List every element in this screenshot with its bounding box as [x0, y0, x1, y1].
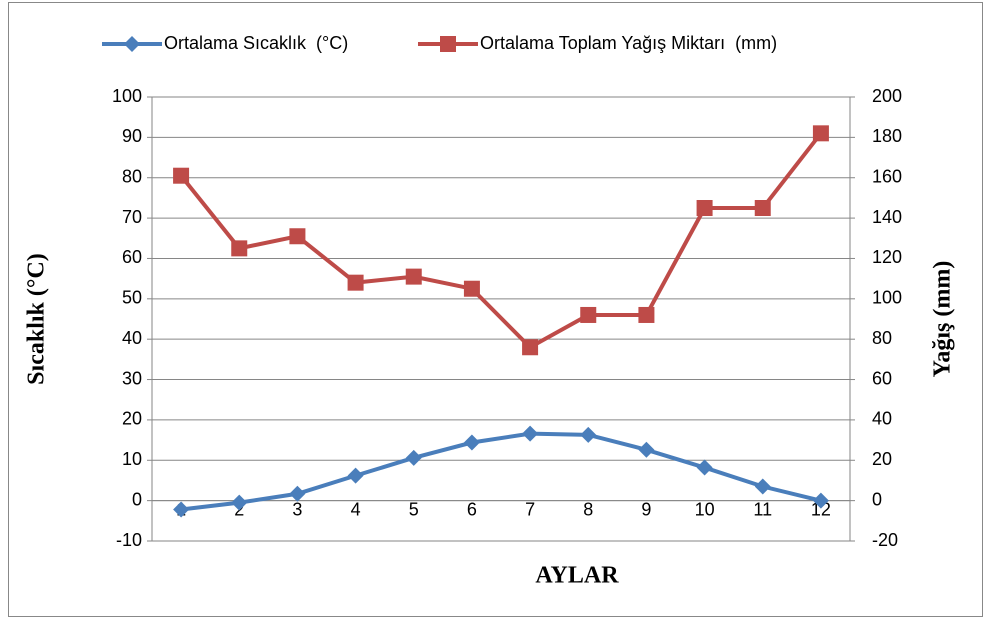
y2-axis-title: Yağış (mm) [930, 261, 956, 378]
x-tick-label: 3 [292, 499, 302, 519]
x-tick-label: 6 [467, 499, 477, 519]
marker [580, 426, 597, 443]
marker [812, 125, 829, 142]
y2-tick-label: 200 [872, 86, 902, 106]
x-tick-label: 9 [641, 499, 651, 519]
x-axis-title: AYLAR [535, 563, 619, 589]
y-tick-label: 90 [122, 126, 142, 146]
marker [463, 280, 480, 297]
y2-tick-label: -20 [872, 530, 898, 550]
marker [522, 425, 539, 442]
chart-border [8, 2, 983, 617]
x-tick-label: 8 [583, 499, 593, 519]
legend-label: Ortalama Toplam Yağış Miktarı (mm) [480, 33, 777, 53]
x-tick-label: 12 [811, 499, 831, 519]
marker [347, 274, 364, 291]
marker [638, 306, 655, 323]
y-tick-label: 70 [122, 207, 142, 227]
y-tick-label: 0 [132, 489, 142, 509]
marker [812, 492, 829, 509]
y-tick-label: 50 [122, 288, 142, 308]
x-tick-label: 7 [525, 499, 535, 519]
y-tick-label: 100 [112, 86, 142, 106]
y2-tick-label: 40 [872, 409, 892, 429]
y2-tick-label: 120 [872, 247, 902, 267]
y-tick-label: 80 [122, 166, 142, 186]
y2-tick-label: 80 [872, 328, 892, 348]
marker [522, 339, 539, 356]
marker [124, 36, 140, 52]
y2-tick-label: 180 [872, 126, 902, 146]
marker [696, 459, 713, 476]
marker [696, 200, 713, 216]
marker [231, 494, 248, 511]
series-line [180, 431, 822, 512]
y-tick-label: 40 [122, 328, 142, 348]
x-tick-label: 4 [351, 499, 361, 519]
marker [289, 228, 306, 245]
marker [231, 240, 248, 257]
marker [173, 501, 190, 518]
y-tick-label: 30 [122, 368, 142, 388]
y2-tick-label: 160 [872, 166, 902, 186]
marker [440, 36, 456, 52]
y-tick-label: 20 [122, 409, 142, 429]
y2-tick-label: 0 [872, 489, 882, 509]
y-tick-label: 10 [122, 449, 142, 469]
y2-tick-label: 20 [872, 449, 892, 469]
y2-tick-label: 100 [872, 288, 902, 308]
marker [289, 485, 306, 502]
y-tick-label: -10 [116, 530, 142, 550]
series-line [179, 132, 823, 350]
y2-tick-label: 60 [872, 368, 892, 388]
marker [173, 167, 190, 184]
marker [754, 200, 771, 216]
x-tick-label: 5 [409, 499, 419, 519]
marker [580, 306, 597, 323]
marker [347, 467, 364, 484]
marker [463, 434, 480, 451]
marker [754, 478, 771, 495]
y-tick-label: 60 [122, 247, 142, 267]
y-axis-title: Sıcaklık (°C) [24, 253, 50, 385]
y2-tick-label: 140 [872, 207, 902, 227]
marker [405, 268, 422, 285]
x-tick-label: 11 [753, 499, 772, 519]
x-tick-label: 10 [695, 499, 715, 519]
legend-label: Ortalama Sıcaklık (°C) [164, 33, 348, 53]
marker [405, 449, 422, 466]
marker [638, 441, 655, 458]
